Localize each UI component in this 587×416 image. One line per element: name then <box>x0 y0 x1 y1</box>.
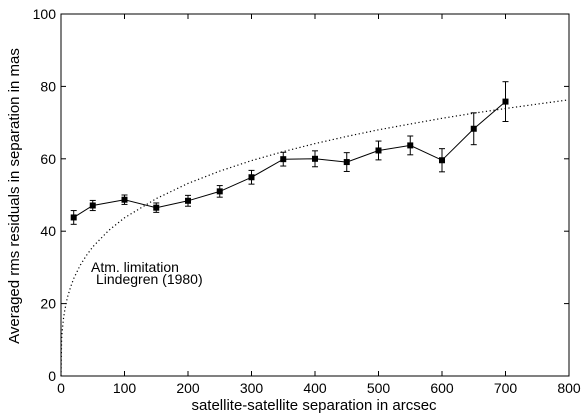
x-tick-label: 500 <box>367 380 391 396</box>
ticks-layer: 0 100 200 300 400 500 600 700 800 0 20 40 60 80 100 <box>33 6 581 396</box>
y-tick-label: 0 <box>48 368 56 384</box>
data-point <box>312 155 318 162</box>
y-tick-label: 40 <box>40 223 56 239</box>
data-point <box>407 142 414 149</box>
y-tick-label: 80 <box>40 78 56 94</box>
x-tick-label: 200 <box>176 380 200 396</box>
data-point <box>375 147 382 154</box>
x-tick-label: 0 <box>57 380 65 396</box>
x-tick-label: 400 <box>303 380 327 396</box>
data-point <box>185 197 191 204</box>
annotation-atm-limitation: Atm. limitation <box>91 259 179 275</box>
y-axis-label: Averaged rms residuals in separation in … <box>6 48 23 344</box>
dotted-curve-layer <box>60 99 570 377</box>
data-point <box>470 125 477 132</box>
y-tick-label: 20 <box>40 296 56 312</box>
x-tick-label: 700 <box>494 380 518 396</box>
x-tick-label: 600 <box>430 380 454 396</box>
x-tick-label: 100 <box>113 380 137 396</box>
data-point <box>153 204 160 211</box>
data-point <box>216 188 223 195</box>
x-axis-label: satellite-satellite separation in arcsec <box>191 397 437 414</box>
data-point <box>502 98 509 105</box>
x-tick-label: 800 <box>557 380 581 396</box>
data-point <box>121 196 128 203</box>
x-tick-label: 300 <box>240 380 264 396</box>
data-point <box>89 202 96 209</box>
y-tick-label: 100 <box>33 6 57 22</box>
annotation-lindegren-1980: Lindegren (1980) <box>96 271 203 287</box>
data-point <box>280 156 287 163</box>
data-point <box>248 174 255 181</box>
data-series-layer <box>70 81 509 225</box>
plot-frame <box>60 13 570 377</box>
data-point <box>439 157 445 164</box>
y-tick-label: 60 <box>40 151 56 167</box>
data-point <box>343 159 350 166</box>
lindegren-dotted-curve <box>60 99 570 377</box>
data-point <box>70 214 77 221</box>
